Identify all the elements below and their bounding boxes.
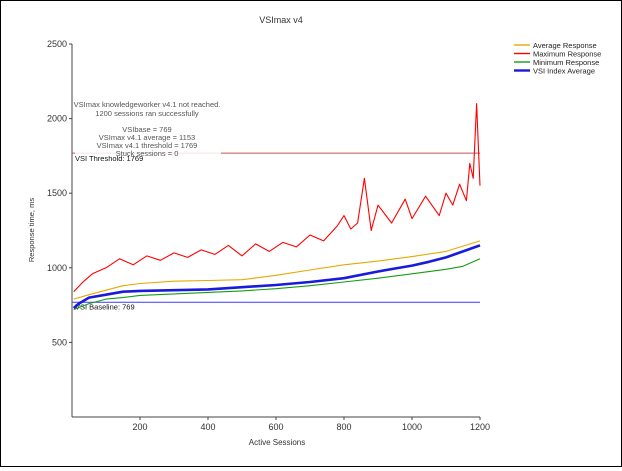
legend-label: Average Response bbox=[533, 41, 597, 50]
series-line bbox=[73, 240, 481, 300]
x-tick-label: 600 bbox=[268, 422, 283, 432]
annotation-line-4: VSImax v4.1 average = 1153 bbox=[99, 133, 195, 142]
series-line bbox=[73, 103, 481, 293]
series-lines bbox=[72, 103, 481, 311]
y-axis-label: Response time, ms bbox=[27, 198, 36, 262]
x-axis-label: Active Sessions bbox=[249, 438, 305, 447]
reference-lines: VSI Threshold: 1769 VSI Baseline: 769 bbox=[72, 152, 480, 311]
reference-line-label: VSI Threshold: 1769 bbox=[75, 154, 143, 163]
reference-line-label: VSI Baseline: 769 bbox=[75, 302, 135, 311]
chart-title: VSImax v4 bbox=[259, 15, 303, 25]
legend-label: VSI Index Average bbox=[533, 67, 595, 76]
annotation-background bbox=[75, 98, 221, 156]
series-line bbox=[72, 244, 481, 310]
axes: 500 1000 1500 2000 2500 200 400 600 800 1000 1200 bbox=[47, 39, 490, 432]
annotation-line-2: 1200 sessions ran successfully bbox=[95, 109, 199, 118]
x-tick-label: 400 bbox=[200, 422, 215, 432]
x-tick-label: 200 bbox=[132, 422, 147, 432]
x-tick-label: 1000 bbox=[402, 422, 422, 432]
y-tick-label: 2500 bbox=[47, 39, 67, 49]
x-tick-label: 800 bbox=[336, 422, 351, 432]
annotation-line-3: VSIbase = 769 bbox=[122, 125, 171, 134]
y-tick-label: 500 bbox=[52, 337, 67, 347]
series-line bbox=[73, 258, 481, 311]
annotation-box: VSImax knowledgeworker v4.1 not reached.… bbox=[74, 98, 221, 158]
y-tick-label: 1500 bbox=[47, 188, 67, 198]
y-tick-label: 1000 bbox=[47, 263, 67, 273]
legend-label: Maximum Response bbox=[533, 50, 601, 59]
annotation-line-5: VSImax v4.1 threshold = 1769 bbox=[97, 141, 198, 150]
annotation-line-1: VSImax knowledgeworker v4.1 not reached. bbox=[74, 100, 221, 109]
x-tick-label: 1200 bbox=[470, 422, 490, 432]
legend-label: Minimum Response bbox=[533, 58, 599, 67]
y-tick-label: 2000 bbox=[47, 114, 67, 124]
annotation-line-6: Stuck sessions = 0 bbox=[116, 149, 179, 158]
